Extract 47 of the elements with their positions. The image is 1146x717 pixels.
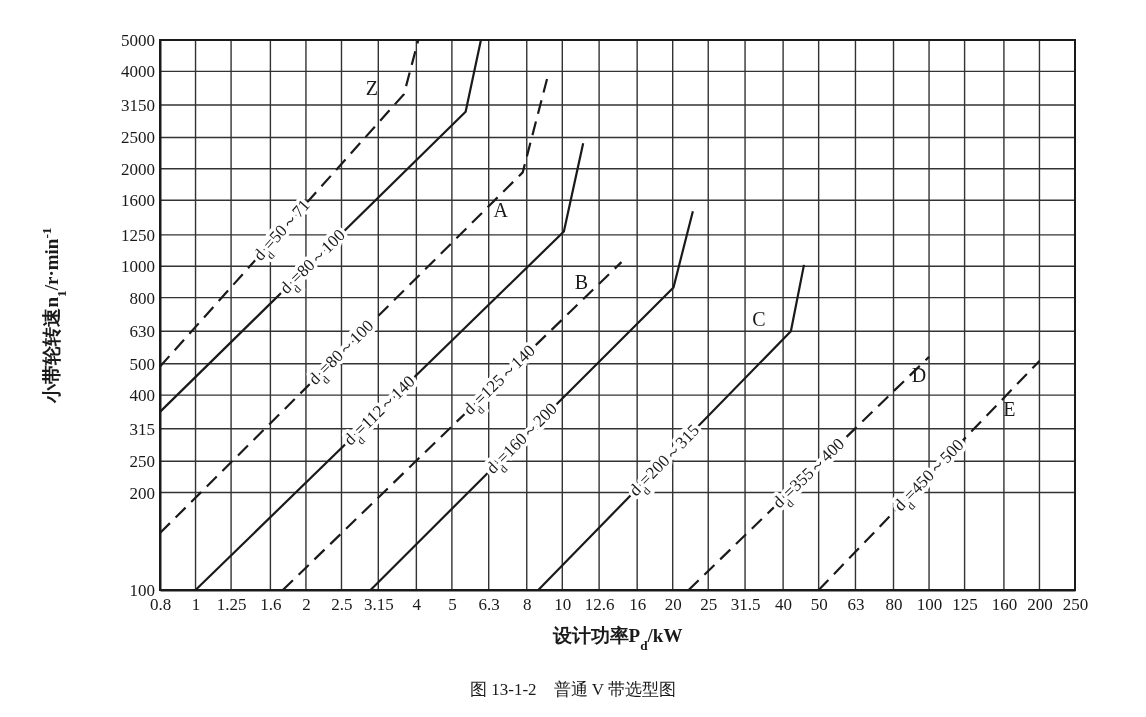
y-tick-label: 400 xyxy=(129,386,155,406)
x-tick-label: 10 xyxy=(554,595,572,615)
x-tick-label: 250 xyxy=(1062,595,1089,615)
x-tick-label: 200 xyxy=(1027,595,1053,615)
y-tick-label: 200 xyxy=(129,483,155,503)
x-tick-label: 2.5 xyxy=(331,595,353,615)
x-tick-label: 160 xyxy=(991,595,1018,615)
x-tick-label: 6.3 xyxy=(478,595,500,615)
x-tick-label: 100 xyxy=(916,595,943,615)
y-tick-label: 500 xyxy=(129,354,155,374)
x-tick-label: 25 xyxy=(700,595,718,615)
x-tick-label: 125 xyxy=(952,595,978,615)
y-tick-label: 3150 xyxy=(121,95,155,115)
y-tick-label: 4000 xyxy=(121,62,155,82)
annotation: A xyxy=(493,198,509,221)
x-tick-label: 20 xyxy=(664,595,682,615)
x-tick-label: 1 xyxy=(191,595,201,615)
y-tick-label: 2000 xyxy=(121,159,155,179)
y-tick-label: 315 xyxy=(129,419,155,439)
x-tick-label: 40 xyxy=(775,595,793,615)
x-tick-label: 1.25 xyxy=(216,595,247,615)
annotation: C xyxy=(752,307,766,330)
y-tick-label: 2500 xyxy=(121,128,155,148)
x-tick-label: 3.15 xyxy=(363,595,394,615)
annotation: B xyxy=(574,270,589,293)
x-tick-label: 1.6 xyxy=(260,595,282,615)
x-tick-label: 80 xyxy=(885,595,903,615)
y-tick-label: 630 xyxy=(129,322,155,342)
x-tick-label: 16 xyxy=(629,595,647,615)
x-tick-label: 31.5 xyxy=(730,595,761,615)
x-tick-label: 8 xyxy=(523,595,532,615)
annotation: Z xyxy=(365,76,379,99)
x-tick-label: 5 xyxy=(448,595,457,615)
x-tick-label: 2 xyxy=(302,595,311,615)
text: 图 13-1-2 普通 V 带选型图 xyxy=(469,680,677,699)
x-tick-label: 4 xyxy=(412,595,422,615)
x-axis-title: 设计功率P$_{d}$/kW xyxy=(551,625,683,653)
y-tick-label: 1250 xyxy=(121,225,155,245)
y-tick-label: 1600 xyxy=(121,191,155,211)
x-tick-label: 50 xyxy=(810,595,828,615)
annotation: E xyxy=(1003,397,1016,420)
x-tick-label: 63 xyxy=(847,595,865,615)
x-tick-label: 12.6 xyxy=(584,595,615,615)
y-tick-label: 5000 xyxy=(121,30,155,50)
y-tick-label: 800 xyxy=(129,288,155,308)
y-tick-label: 1000 xyxy=(121,257,155,277)
y-tick-label: 250 xyxy=(129,452,155,472)
